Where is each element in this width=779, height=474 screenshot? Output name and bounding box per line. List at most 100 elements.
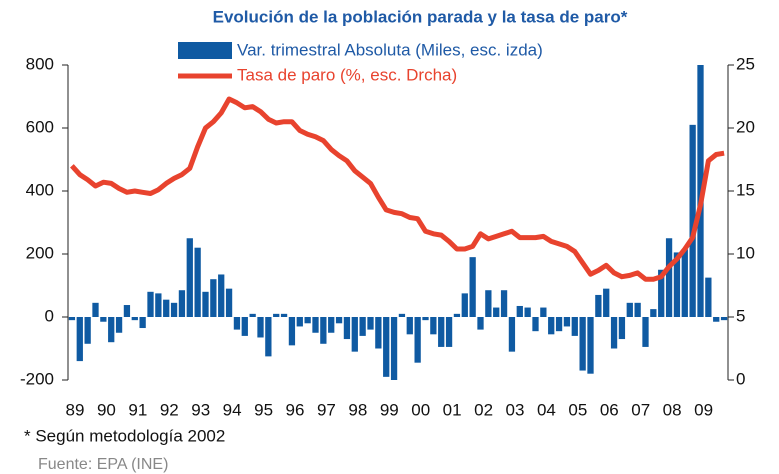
bar xyxy=(249,313,256,317)
bar xyxy=(603,288,610,317)
bar xyxy=(257,317,264,338)
bar xyxy=(194,247,201,317)
legend-label: Tasa de paro (%, esc. Drcha) xyxy=(237,65,457,84)
x-tick-label: 06 xyxy=(600,400,619,419)
source: Fuente: EPA (INE) xyxy=(38,456,168,473)
x-tick-label: 01 xyxy=(443,400,462,419)
bar xyxy=(430,317,437,335)
bar xyxy=(705,277,712,317)
bar xyxy=(713,317,720,322)
bar xyxy=(689,124,696,317)
bar xyxy=(210,279,217,317)
bar xyxy=(320,317,327,344)
bar xyxy=(618,317,626,340)
chart-title: Evolución de la población parada y la ta… xyxy=(213,7,628,26)
y-tick-label: 400 xyxy=(26,180,54,199)
bar xyxy=(343,317,351,340)
bar xyxy=(390,317,398,380)
bar xyxy=(469,257,476,317)
x-tick-label: 98 xyxy=(348,400,367,419)
bar xyxy=(681,249,688,317)
bar xyxy=(304,317,311,324)
y-tick-label: 600 xyxy=(26,117,54,136)
bar xyxy=(445,317,453,347)
bar xyxy=(155,293,162,317)
bar xyxy=(422,317,429,321)
bar xyxy=(650,309,657,317)
bar xyxy=(532,317,539,332)
bar xyxy=(493,307,500,317)
bar xyxy=(516,305,523,317)
bar xyxy=(414,317,421,363)
x-tick-label: 93 xyxy=(191,400,210,419)
x-tick-label: 02 xyxy=(474,400,493,419)
bar xyxy=(233,317,241,330)
y-tick-label: 200 xyxy=(26,243,54,262)
bar xyxy=(375,317,382,349)
bar xyxy=(123,305,131,317)
y-tick-label: 0 xyxy=(45,306,54,325)
x-tick-label: 07 xyxy=(631,400,650,419)
bar xyxy=(579,317,586,371)
bar xyxy=(673,252,681,317)
x-tick-label: 04 xyxy=(537,400,556,419)
x-tick-label: 90 xyxy=(97,400,116,419)
x-tick-label: 03 xyxy=(506,400,525,419)
bar xyxy=(524,307,531,317)
bar xyxy=(147,291,154,317)
bar xyxy=(170,302,178,317)
bar xyxy=(453,313,461,317)
y-tick-label: 800 xyxy=(26,54,54,73)
bar xyxy=(642,317,649,347)
bar xyxy=(477,317,484,330)
x-tick-label: 91 xyxy=(128,400,147,419)
y2-tick-label: 25 xyxy=(736,54,755,73)
bar xyxy=(587,317,594,374)
bar xyxy=(665,238,673,317)
bar xyxy=(540,307,547,317)
bar xyxy=(461,293,468,317)
bar xyxy=(485,290,492,317)
bar xyxy=(186,238,193,317)
bar xyxy=(328,317,335,333)
x-tick-label: 89 xyxy=(66,400,85,419)
legend-swatch-bar xyxy=(178,42,232,59)
bar xyxy=(610,317,618,349)
bar xyxy=(296,317,303,327)
bar xyxy=(131,317,138,321)
bar xyxy=(595,294,602,317)
y-tick-label: -200 xyxy=(20,369,54,388)
bar xyxy=(571,317,578,336)
bar xyxy=(658,269,665,317)
bar xyxy=(359,317,366,336)
bar xyxy=(367,317,374,330)
x-tick-label: 92 xyxy=(160,400,179,419)
bar xyxy=(438,317,445,347)
y2-tick-label: 15 xyxy=(736,180,755,199)
x-tick-label: 09 xyxy=(694,400,713,419)
bar xyxy=(280,313,288,317)
x-tick-label: 96 xyxy=(286,400,305,419)
bar xyxy=(500,290,508,317)
x-tick-label: 08 xyxy=(663,400,682,419)
bar xyxy=(139,317,146,329)
bar xyxy=(508,317,516,352)
bar xyxy=(634,302,641,317)
bar xyxy=(265,317,272,357)
bar xyxy=(115,317,123,333)
bar xyxy=(163,299,170,317)
bar xyxy=(218,274,225,317)
bar xyxy=(351,317,358,352)
bar xyxy=(241,317,248,336)
bar xyxy=(288,317,296,346)
bar xyxy=(548,317,555,335)
bar xyxy=(335,317,343,324)
x-tick-label: 97 xyxy=(317,400,336,419)
bar xyxy=(563,317,571,327)
bar xyxy=(108,317,115,343)
bar xyxy=(406,317,413,335)
x-tick-label: 00 xyxy=(411,400,430,419)
bar xyxy=(626,302,633,317)
bar xyxy=(383,317,390,377)
